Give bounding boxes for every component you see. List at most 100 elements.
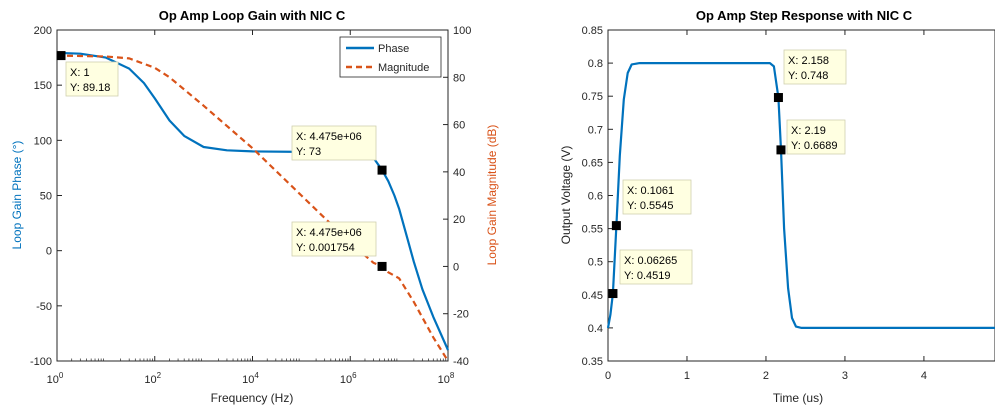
y-tick-label: 0.65 <box>582 157 603 169</box>
datatip-marker <box>776 145 786 155</box>
chart-title: Op Amp Loop Gain with NIC C <box>159 8 346 23</box>
y-right-tick-label: 20 <box>453 214 465 226</box>
x-tick-label: 4 <box>921 370 927 382</box>
x-tick-label: 108 <box>438 371 455 386</box>
x-axis-label: Time (us) <box>773 391 823 405</box>
y-axis-label: Output Voltage (V) <box>559 146 573 245</box>
datatip-box <box>783 49 847 85</box>
datatip-marker <box>773 93 783 103</box>
datatip: X: 2.19 Y: 0.6689 <box>776 119 846 155</box>
y-tick-label: 0.8 <box>588 58 603 70</box>
plot-area <box>56 29 449 362</box>
datatip: X: 4.475e+06 Y: 0.001754 <box>291 221 387 271</box>
datatip-y-label: Y: 0.748 <box>788 70 828 82</box>
x-tick-label: 106 <box>340 371 357 386</box>
legend-magnitude-label: Magnitude <box>378 62 429 74</box>
x-tick-mantissa: 10 <box>144 374 156 386</box>
datatip-y-label: Y: 0.6689 <box>791 140 838 152</box>
y-tick-label: 0.35 <box>582 356 603 368</box>
datatip: X: 1 Y: 89.18 <box>56 51 119 97</box>
datatip-x-label: X: 1 <box>70 67 90 79</box>
y-axis-right-ticks: -40 -20 0 20 40 60 80 100 <box>443 25 471 368</box>
datatip-marker <box>56 51 66 61</box>
y-left-tick-label: 50 <box>40 191 52 203</box>
datatip: X: 0.1061 Y: 0.5545 <box>611 179 692 231</box>
datatip-x-label: X: 4.475e+06 <box>296 227 362 239</box>
datatip-x-label: X: 0.06265 <box>624 255 677 267</box>
datatip: X: 2.158 Y: 0.748 <box>773 49 847 103</box>
y-left-tick-label: 150 <box>34 80 52 92</box>
datatip-box <box>291 125 377 161</box>
y-right-tick-label: -20 <box>453 309 469 321</box>
series-line-magnitude <box>56 54 449 362</box>
x-tick-label: 1 <box>684 370 690 382</box>
datatip-marker <box>611 221 621 231</box>
y-right-tick-label: 80 <box>453 72 465 84</box>
datatip-y-label: Y: 89.18 <box>70 82 110 94</box>
y-right-tick-label: 100 <box>453 25 471 37</box>
x-tick-mantissa: 10 <box>47 374 59 386</box>
chart-title: Op Amp Step Response with NIC C <box>696 8 913 23</box>
datatips-group: X: 2.158 Y: 0.748 X: 2.19 Y: 0.6689 X: 0.106… <box>608 49 847 299</box>
x-tick-label: 0 <box>605 370 611 382</box>
y-right-tick-label: -40 <box>453 356 469 368</box>
x-tick-exponent: 2 <box>157 371 162 380</box>
series-line-output-voltage <box>606 62 995 329</box>
x-tick-label: 102 <box>144 371 161 386</box>
legend: Phase Magnitude <box>339 36 442 78</box>
datatip-y-label: Y: 0.001754 <box>296 242 355 254</box>
datatip: X: 4.475e+06 Y: 73 <box>291 125 387 175</box>
datatip-x-label: X: 2.158 <box>788 55 829 67</box>
datatip-box <box>786 119 846 155</box>
y-left-tick-label: -50 <box>36 301 52 313</box>
y-right-tick-label: 60 <box>453 120 465 132</box>
y-tick-label: 0.7 <box>588 124 603 136</box>
y-axis-right-label: Loop Gain Magnitude (dB) <box>485 125 499 266</box>
y-left-tick-label: -100 <box>30 356 52 368</box>
datatip-y-label: Y: 73 <box>296 146 321 158</box>
datatip-y-label: Y: 0.5545 <box>627 200 674 212</box>
datatip-marker <box>377 261 387 271</box>
datatip-box <box>619 249 693 285</box>
y-left-tick-label: 0 <box>46 246 52 258</box>
x-tick-exponent: 0 <box>59 371 64 380</box>
y-tick-label: 0.85 <box>582 25 603 37</box>
loop-gain-chart: Op Amp Loop Gain with NIC C 100 102 104 106… <box>10 8 499 405</box>
datatip: X: 0.06265 Y: 0.4519 <box>608 249 693 299</box>
datatip-marker <box>608 289 618 299</box>
y-right-tick-label: 40 <box>453 167 465 179</box>
x-tick-exponent: 4 <box>254 371 259 380</box>
datatip-x-label: X: 0.1061 <box>627 185 674 197</box>
x-axis-ticks: 0 1 2 3 4 <box>605 30 927 382</box>
y-left-tick-label: 200 <box>34 25 52 37</box>
y-tick-label: 0.45 <box>582 290 603 302</box>
datatip-box <box>291 221 377 257</box>
datatip-marker <box>377 165 387 175</box>
step-response-chart: Op Amp Step Response with NIC C 0 1 2 3 4 0.… <box>559 8 995 405</box>
x-tick-exponent: 6 <box>352 371 357 380</box>
x-axis-label: Frequency (Hz) <box>211 391 294 405</box>
x-tick-label: 2 <box>763 370 769 382</box>
y-tick-label: 0.75 <box>582 91 603 103</box>
datatip-x-label: X: 4.475e+06 <box>296 131 362 143</box>
x-tick-mantissa: 10 <box>242 374 254 386</box>
x-axis-ticks: 100 102 104 106 108 <box>47 30 455 386</box>
x-tick-label: 100 <box>47 371 64 386</box>
legend-box <box>339 36 442 78</box>
series-group <box>606 62 995 329</box>
x-tick-mantissa: 10 <box>340 374 352 386</box>
y-tick-label: 0.55 <box>582 224 603 236</box>
y-tick-label: 0.6 <box>588 191 603 203</box>
datatip-box <box>622 179 692 215</box>
datatip-box <box>65 61 119 97</box>
legend-phase-label: Phase <box>378 43 409 55</box>
y-axis-ticks: 0.35 0.4 0.45 0.5 0.55 0.6 0.65 0.7 0.75 0.8 0.85 <box>582 25 613 368</box>
y-axis-left-label: Loop Gain Phase (°) <box>10 141 24 250</box>
datatip-x-label: X: 2.19 <box>791 125 826 137</box>
datatip-y-label: Y: 0.4519 <box>624 270 671 282</box>
y-tick-label: 0.5 <box>588 257 603 269</box>
y-axis-left-ticks: -100 -50 0 50 100 150 200 <box>30 25 62 368</box>
y-tick-label: 0.4 <box>588 323 603 335</box>
x-tick-exponent: 8 <box>450 371 455 380</box>
